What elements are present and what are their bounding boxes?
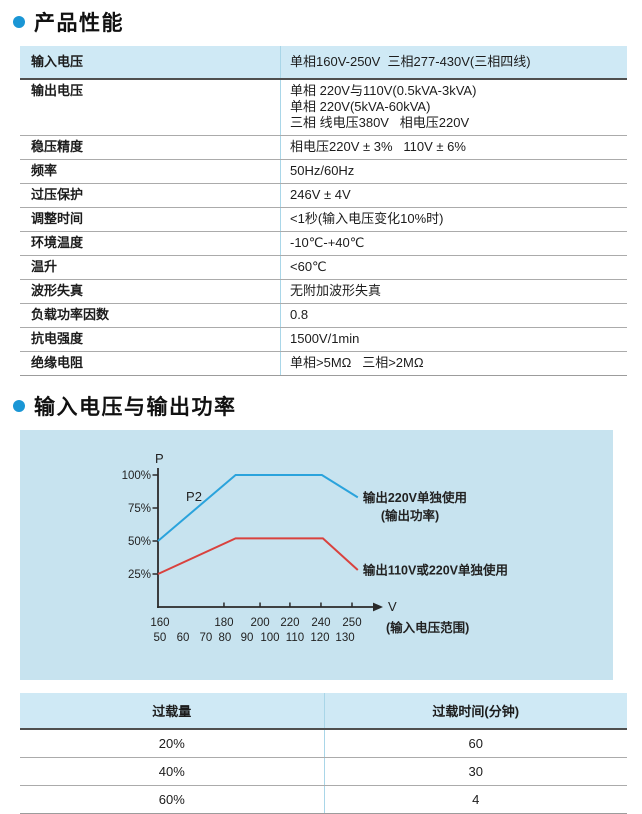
spec-table-row: 过压保护 246V ± 4V	[20, 184, 627, 208]
x-tick-label-110v: 60	[177, 632, 190, 644]
x-axis-label: V	[388, 599, 397, 614]
x-tick-label-110v: 90	[241, 632, 254, 644]
y-tick-label: 75%	[128, 503, 151, 515]
spec-row-value: 无附加波形失真	[280, 280, 627, 303]
spec-table-row: 调整时间 <1秒(输入电压变化10%时)	[20, 208, 627, 232]
section-title-text: 输入电压与输出功率	[34, 396, 237, 419]
spec-row-label: 环境温度	[31, 235, 84, 250]
x-tick-label-220v: 250	[342, 617, 361, 629]
series-line-110v	[157, 537, 359, 575]
overload-amount-cell: 60%	[158, 792, 185, 807]
x-tick-label-220v: 160	[150, 617, 169, 629]
spec-row-value: 246V ± 4V	[280, 184, 627, 207]
overload-time-cell: 4	[323, 786, 628, 813]
spec-header-value: 单相160V-250V 三相277-430V(三相四线)	[280, 46, 627, 78]
x-tick-label-110v: 100	[260, 632, 279, 644]
section-title-product-performance: 产品性能	[13, 7, 642, 37]
spec-row-value: 单相 220V与110V(0.5kVA-3kVA) 单相 220V(5kVA-6…	[280, 80, 627, 135]
spec-row-label: 频率	[31, 163, 58, 178]
spec-table-row: 绝缘电阻 单相>5MΩ 三相>2MΩ	[20, 352, 627, 375]
spec-table-row: 输出电压 单相 220V与110V(0.5kVA-3kVA) 单相 220V(5k…	[20, 80, 627, 136]
series-annotation-110v: 输出110V或220V单独使用	[363, 563, 508, 578]
spec-row-value: 50Hz/60Hz	[280, 160, 627, 183]
overload-time-cell: 30	[323, 758, 628, 785]
spec-row-label: 调整时间	[31, 211, 84, 226]
x-axis-arrow-icon	[373, 602, 383, 612]
x-tick-label-110v: 50	[154, 632, 167, 644]
section-title-input-voltage-output-power: 输入电压与输出功率	[13, 391, 642, 421]
spec-header-label: 输入电压	[31, 54, 84, 69]
overload-amount-cell: 20%	[158, 736, 185, 751]
x-tick-label-220v: 220	[280, 617, 299, 629]
x-tick-label-110v: 80	[219, 632, 232, 644]
curve-label-p2: P2	[186, 489, 202, 504]
overload-header-amount: 过载量	[152, 704, 192, 719]
overload-table-row: 20% 60	[20, 730, 627, 758]
spec-row-value: <1秒(输入电压变化10%时)	[280, 208, 627, 231]
page-title: 产品性能	[34, 12, 124, 35]
spec-row-value: 相电压220V ± 3% 110V ± 6%	[280, 136, 627, 159]
x-tick-label-220v: 180	[214, 617, 233, 629]
spec-row-label: 抗电强度	[31, 331, 84, 346]
power-chart-svg: P V (输入电压范围) 100% 75% 50% 25% 160 180 200 220 240 25…	[122, 451, 508, 644]
bullet-icon	[13, 400, 25, 412]
overload-amount-cell: 40%	[158, 764, 185, 779]
overload-time-cell: 60	[323, 730, 628, 757]
spec-row-label: 过压保护	[31, 187, 84, 202]
spec-row-label: 输出电压	[31, 83, 84, 98]
series-annotation-220v: (输出功率)	[381, 508, 439, 523]
spec-row-label: 负载功率因数	[31, 307, 110, 322]
x-tick-label-110v: 130	[335, 632, 354, 644]
y-tick-label: 100%	[122, 470, 151, 482]
y-tick-label: 25%	[128, 569, 151, 581]
overload-table-rows: 20% 60 40% 30 60% 4	[20, 730, 627, 814]
overload-table-row: 60% 4	[20, 786, 627, 814]
x-tick-label-110v: 70	[200, 632, 213, 644]
x-tick-label-220v: 200	[250, 617, 269, 629]
overload-table-header: 过载量 过载时间(分钟)	[20, 693, 627, 730]
x-tick-label-220v: 240	[311, 617, 330, 629]
spec-table-row: 温升 <60℃	[20, 256, 627, 280]
spec-table-header: 输入电压 单相160V-250V 三相277-430V(三相四线)	[20, 46, 627, 80]
spec-row-value: 单相>5MΩ 三相>2MΩ	[280, 352, 627, 375]
spec-table-row: 频率 50Hz/60Hz	[20, 160, 627, 184]
spec-table-row: 环境温度 -10℃-+40℃	[20, 232, 627, 256]
spec-table-row: 抗电强度 1500V/1min	[20, 328, 627, 352]
spec-row-value: 1500V/1min	[280, 328, 627, 351]
spec-row-label: 绝缘电阻	[31, 355, 84, 370]
spec-table-rows: 输出电压 单相 220V与110V(0.5kVA-3kVA) 单相 220V(5k…	[20, 80, 627, 375]
spec-table-row: 负载功率因数 0.8	[20, 304, 627, 328]
spec-row-label: 波形失真	[31, 283, 84, 298]
y-axis-label: P	[155, 451, 164, 466]
spec-row-label: 稳压精度	[31, 139, 84, 154]
x-tick-label-110v: 120	[310, 632, 329, 644]
series-line-220v	[157, 474, 359, 542]
y-tick-label: 50%	[128, 536, 151, 548]
spec-table-row: 稳压精度 相电压220V ± 3% 110V ± 6%	[20, 136, 627, 160]
spec-row-value: <60℃	[280, 256, 627, 279]
bullet-icon	[13, 16, 25, 28]
spec-table: 输入电压 单相160V-250V 三相277-430V(三相四线) 输出电压单相…	[20, 46, 627, 376]
overload-table-row: 40% 30	[20, 758, 627, 786]
spec-row-label: 温升	[31, 259, 58, 274]
spec-row-value: 0.8	[280, 304, 627, 327]
spec-table-row: 波形失真 无附加波形失真	[20, 280, 627, 304]
power-voltage-chart: P V (输入电压范围) 100% 75% 50% 25% 160 180 200 220 240 25…	[20, 430, 613, 680]
overload-header-time: 过载时间(分钟)	[323, 693, 628, 728]
series-annotation-220v: 输出220V单独使用	[363, 490, 467, 505]
x-axis-note: (输入电压范围)	[386, 620, 469, 635]
x-tick-label-110v: 110	[286, 632, 304, 644]
spec-row-value: -10℃-+40℃	[280, 232, 627, 255]
